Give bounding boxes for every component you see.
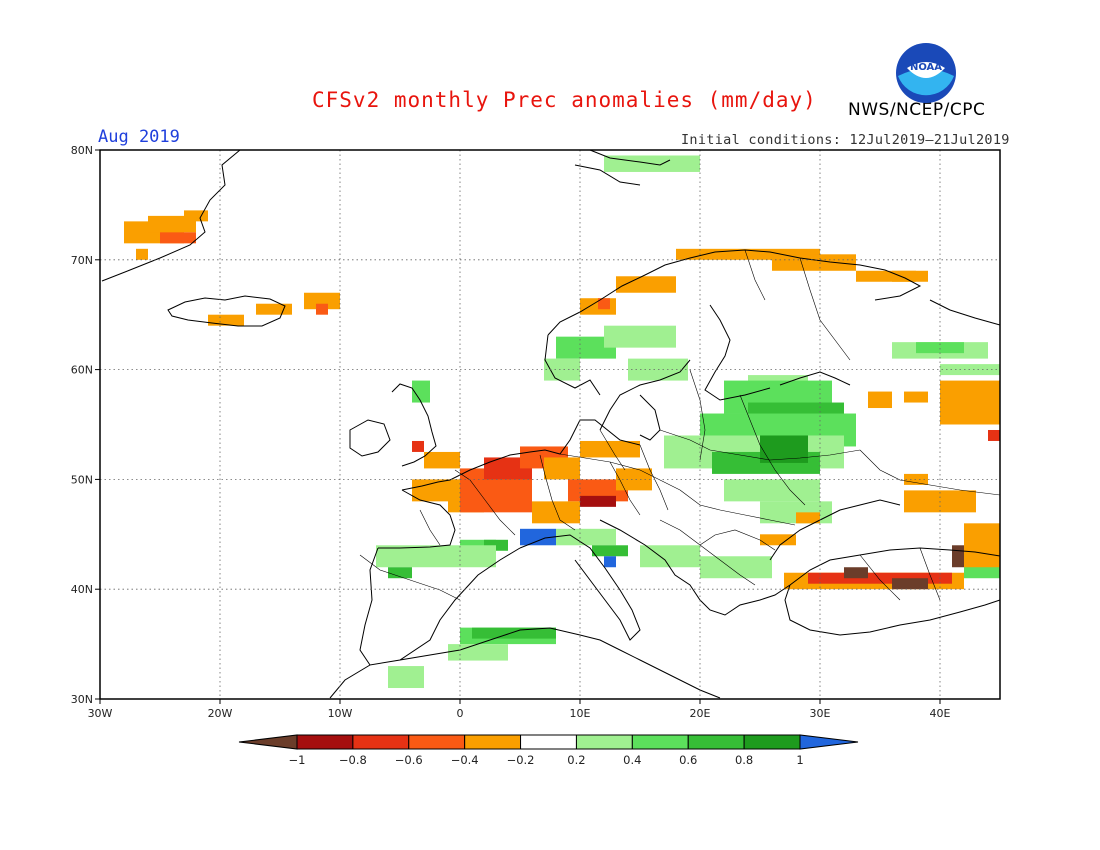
anomaly-cell [940, 380, 1000, 425]
anomaly-cell [412, 440, 424, 452]
anomaly-cell [532, 501, 580, 524]
colorbar-segment [575, 734, 633, 750]
agency-label: NWS/NCEP/CPC [848, 100, 986, 120]
logo-text: NOAA [910, 62, 942, 73]
colorbar-label: 0.2 [567, 753, 585, 767]
anomaly-cell [580, 495, 616, 507]
anomaly-cell [598, 298, 610, 310]
colorbar-low-arrow [238, 734, 298, 750]
colorbar-segment [408, 734, 466, 750]
lon-tick-label: 40E [930, 707, 951, 720]
anomaly-cell [604, 325, 676, 348]
country-borders [359, 249, 1001, 601]
anomaly-patches [124, 155, 1000, 689]
anomaly-cell [316, 303, 328, 315]
anomaly-cell [256, 303, 292, 315]
anomaly-cell [868, 391, 892, 409]
anomaly-cell [592, 545, 628, 557]
lat-tick-label: 50N [71, 473, 93, 486]
anomaly-cell [724, 479, 820, 502]
colorbar-label: −0.8 [339, 753, 367, 767]
colorbar-segment [520, 734, 577, 750]
anomaly-cell [988, 429, 1000, 441]
lon-tick-label: 10E [570, 707, 591, 720]
colorbar-label: −0.6 [395, 753, 423, 767]
anomaly-cell [856, 270, 916, 282]
anomaly-cell [604, 556, 616, 568]
colorbar-label: 0.8 [735, 753, 753, 767]
lon-tick-label: 20W [208, 707, 233, 720]
colorbar-high-arrow [799, 734, 859, 750]
anomaly-cell [136, 248, 148, 260]
anomaly-cell [808, 572, 952, 584]
lat-tick-label: 80N [71, 144, 93, 157]
anomaly-cell [472, 627, 556, 639]
anomaly-cell [520, 528, 556, 546]
anomaly-cell [844, 567, 868, 579]
lat-tick-label: 70N [71, 254, 93, 267]
anomaly-cell [796, 512, 820, 524]
colorbar-label: 0.6 [679, 753, 697, 767]
anomaly-cell [772, 254, 856, 271]
anomaly-cell [916, 342, 964, 354]
chart-title: CFSv2 monthly Prec anomalies (mm/day) [312, 88, 817, 112]
anomaly-cell [616, 468, 652, 491]
anomaly-cell [892, 270, 928, 282]
anomaly-cell [964, 523, 1000, 568]
colorbar-segment [352, 734, 410, 750]
colorbar-label: 1 [796, 753, 803, 767]
lat-tick-label: 60N [71, 364, 93, 377]
coastlines [101, 149, 1001, 699]
lon-tick-label: 30E [810, 707, 831, 720]
colorbar-label: −0.2 [507, 753, 535, 767]
anomaly-cell [556, 528, 616, 546]
colorbar-segment [631, 734, 689, 750]
anomaly-cell [676, 248, 820, 260]
anomaly-cell [208, 314, 244, 326]
lon-tick-label: 20E [690, 707, 711, 720]
anomaly-cell [376, 545, 496, 568]
initial-conditions: Initial conditions: 12Jul2019–21Jul2019 [681, 132, 1010, 148]
anomaly-cell [160, 232, 196, 244]
graticule [100, 150, 1000, 699]
colorbar: −1 −0.8 −0.6 −0.4 −0.2 0.2 0.4 0.6 0.8 1 [238, 734, 859, 767]
anomaly-cell [304, 292, 340, 310]
anomaly-cell [892, 578, 928, 590]
anomaly-cell [484, 539, 508, 551]
axis-ticks [95, 149, 941, 704]
anomaly-cell [640, 545, 700, 568]
anomaly-cell [412, 380, 430, 403]
anomaly-cell [760, 534, 796, 546]
lon-tick-label: 30W [88, 707, 113, 720]
lat-tick-label: 40N [71, 583, 93, 596]
noaa-logo: NOAA [896, 43, 956, 103]
map-frame [99, 149, 1001, 700]
anomaly-cell [556, 336, 616, 359]
anomaly-cell [544, 457, 580, 480]
anomaly-cell [700, 556, 772, 579]
forecast-month: Aug 2019 [98, 127, 180, 147]
anomaly-cell [424, 451, 460, 469]
lon-tick-label: 10W [328, 707, 353, 720]
colorbar-label: −0.4 [451, 753, 479, 767]
colorbar-segment [743, 734, 801, 750]
anomaly-cell [580, 440, 640, 458]
lat-tick-label: 30N [71, 693, 93, 706]
colorbar-segment [296, 734, 354, 750]
lon-tick-label: 0 [457, 707, 464, 720]
colorbar-label: 0.4 [623, 753, 641, 767]
anomaly-cell [544, 358, 580, 381]
anomaly-cell [184, 210, 208, 222]
anomaly-cell [388, 666, 424, 689]
colorbar-segment [687, 734, 745, 750]
anomaly-cell [388, 567, 412, 579]
anomaly-cell [904, 391, 928, 403]
anomaly-cell [448, 644, 508, 661]
anomaly-cell [616, 276, 676, 293]
colorbar-segment [464, 734, 522, 750]
colorbar-label: −1 [289, 753, 306, 767]
